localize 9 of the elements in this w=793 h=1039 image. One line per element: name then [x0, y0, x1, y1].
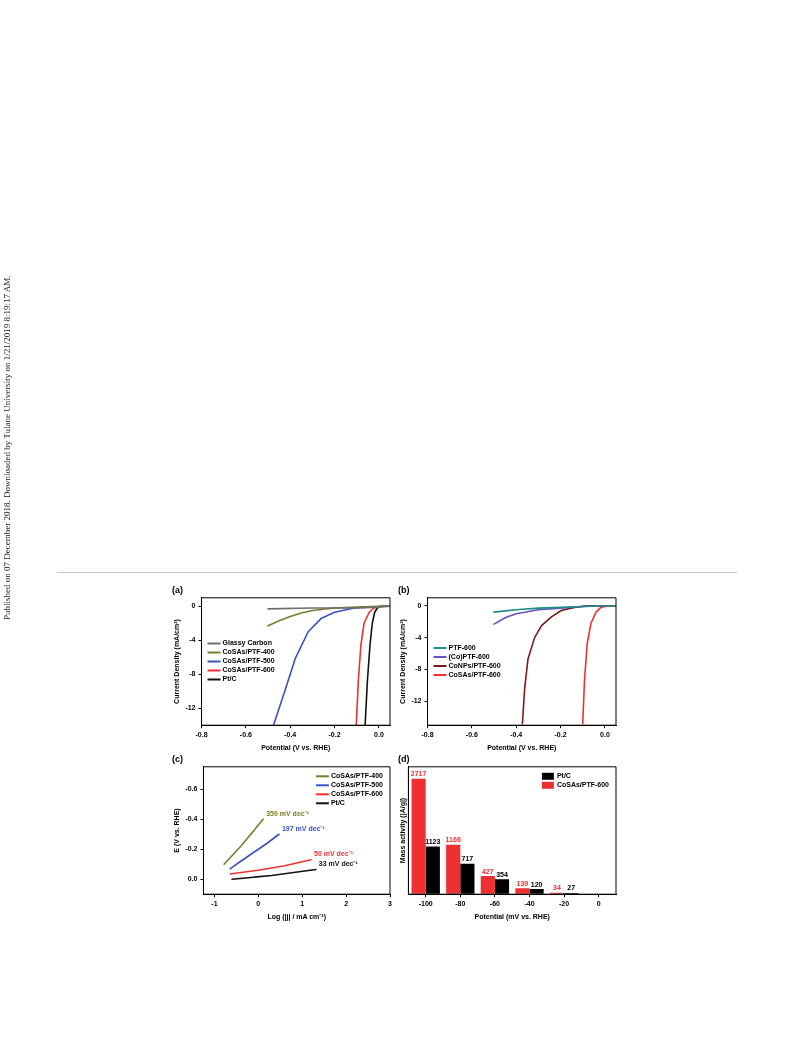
- bar: [515, 888, 530, 894]
- bar: [480, 876, 495, 894]
- text: Published on 07 December 2018. Downloaded by Tulane University on 1/21/2019 8:19:17 AM.: [2, 275, 12, 620]
- chart-title: (a): [172, 584, 183, 595]
- bar: [446, 844, 461, 894]
- chart-title: (d): [398, 753, 410, 764]
- chart-title: (b): [398, 584, 410, 595]
- chart-title: (c): [172, 753, 183, 764]
- bar: [411, 778, 426, 894]
